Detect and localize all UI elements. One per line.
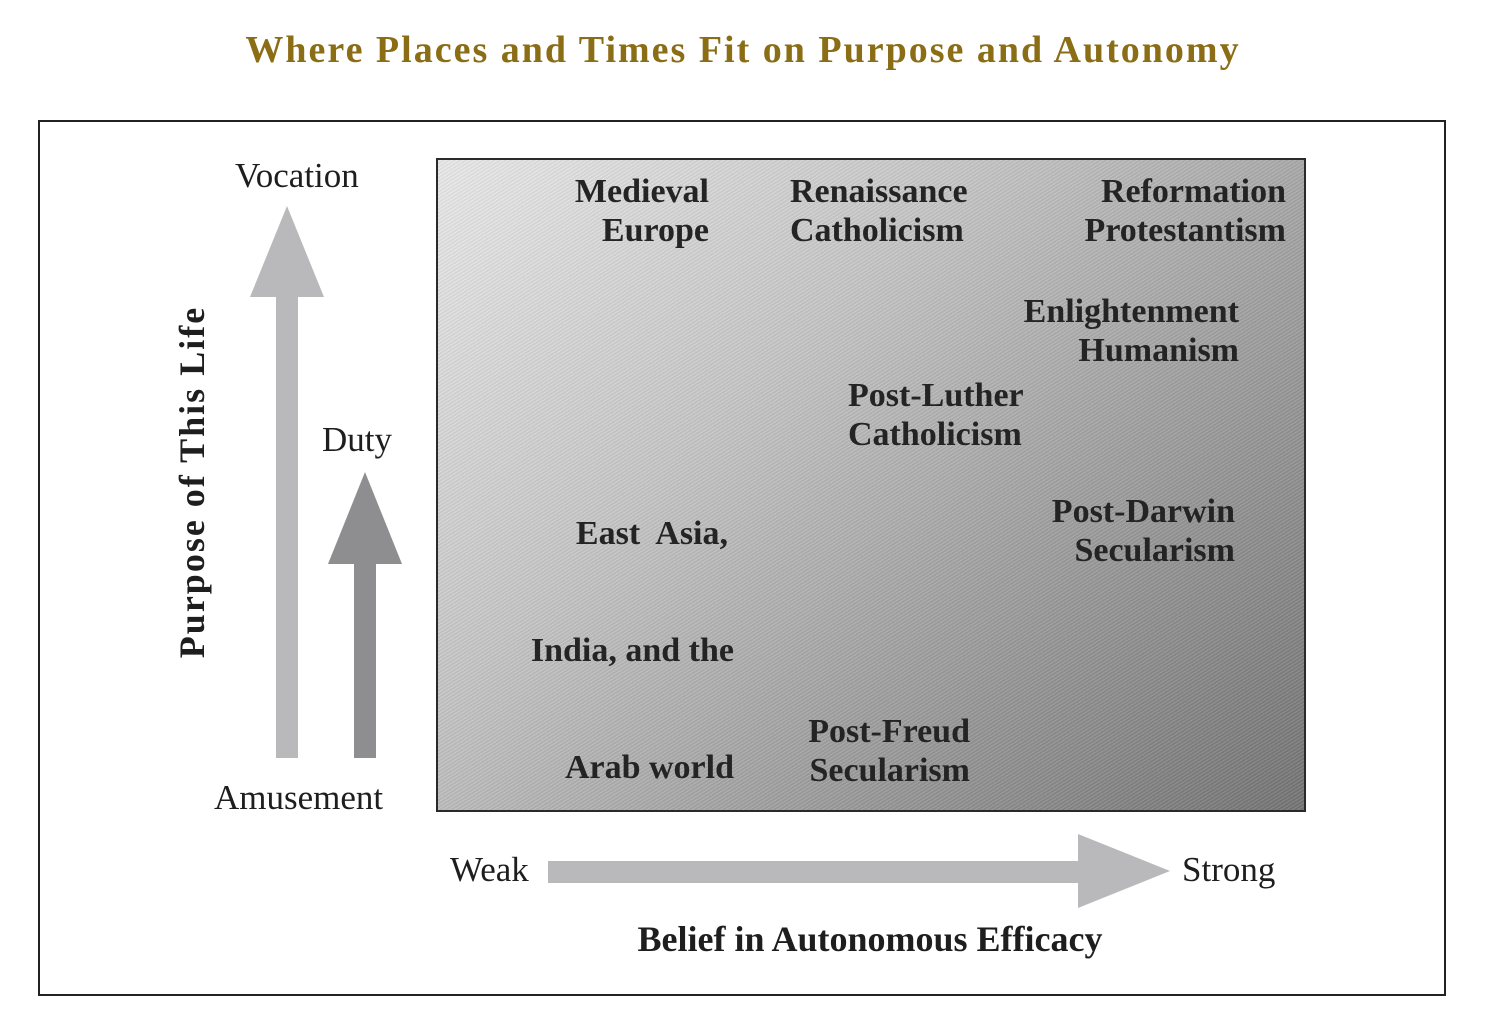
place-line: India, and the	[530, 632, 734, 669]
autonomy-arrow	[548, 834, 1170, 908]
place-line: Reformation	[1100, 173, 1286, 210]
place-reformation-protestantism: Reformation Protestantism	[1034, 172, 1286, 250]
place-line: Renaissance	[790, 173, 968, 210]
place-line: Europe	[601, 212, 709, 249]
y-top-label: Vocation	[235, 156, 359, 195]
place-line: Catholicism	[790, 212, 964, 249]
vocation-arrow	[250, 206, 324, 758]
x-axis-title: Belief in Autonomous Efficacy	[637, 919, 1103, 959]
place-post-freud-secularism: Post-Freud Secularism	[768, 712, 970, 790]
place-line: Protestantism	[1084, 212, 1286, 249]
place-line: Arab world	[564, 749, 734, 786]
diagram-title: Where Places and Times Fit on Purpose an…	[245, 29, 1241, 71]
y-axis-title: Purpose of This Life	[172, 305, 212, 659]
place-medieval-europe: Medieval Europe	[544, 172, 709, 250]
place-east-asia-india-arab: East Asia, India, and the Arab world	[484, 436, 734, 826]
place-map-panel	[436, 158, 1306, 812]
place-enlightenment-humanism: Enlightenment Humanism	[1001, 292, 1239, 370]
place-line: Catholicism	[848, 416, 1022, 453]
place-post-darwin-secularism: Post-Darwin Secularism	[1003, 492, 1235, 570]
y-middle-label: Duty	[322, 420, 392, 459]
x-right-label: Strong	[1182, 850, 1276, 889]
place-line: Post-Darwin	[1051, 493, 1235, 530]
place-line: Enlightenment	[1023, 293, 1239, 330]
place-line: Secularism	[1074, 532, 1235, 569]
place-line: Secularism	[809, 752, 970, 789]
place-line: Post-Luther	[848, 377, 1024, 414]
place-post-luther-catholicism: Post-Luther Catholicism	[848, 376, 1024, 454]
duty-arrow	[328, 472, 402, 758]
x-left-label: Weak	[450, 850, 529, 889]
place-line: East Asia,	[575, 515, 728, 552]
place-line: Post-Freud	[808, 713, 970, 750]
diagram-frame	[38, 120, 1446, 996]
y-bottom-label: Amusement	[214, 778, 384, 817]
place-renaissance-catholicism: Renaissance Catholicism	[790, 172, 968, 250]
place-line: Medieval	[574, 173, 709, 210]
place-line: Humanism	[1078, 332, 1239, 369]
